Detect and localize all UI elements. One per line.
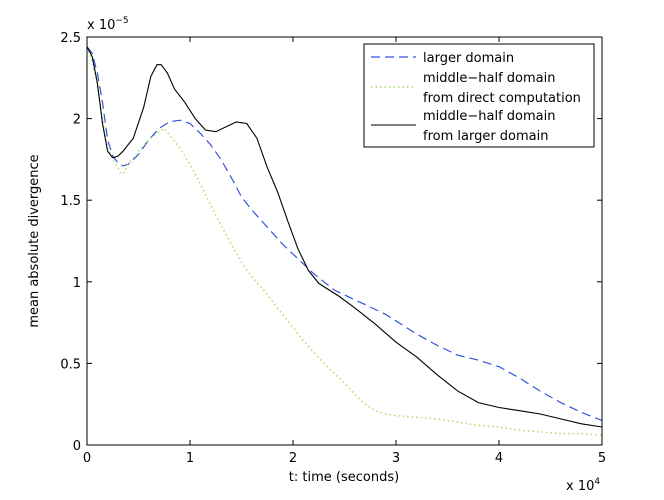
y-axis-label: mean absolute divergence: [27, 154, 42, 327]
y-tick-label-4: 2: [73, 113, 81, 128]
legend-label-direct-computation-line1: middle−half domain: [423, 71, 556, 86]
x-tick-label-0: 0: [83, 451, 91, 466]
axes-frame: [86, 36, 603, 446]
y-tick-label-3: 1.5: [60, 194, 81, 209]
legend-label-direct-computation-line2: from direct computation: [423, 91, 581, 106]
ticks-layer: 0 1 2 3 4 5 0 0.5 1 1.5 2 2.5: [60, 31, 606, 466]
y-tick-label-0: 0: [73, 439, 81, 454]
y-tick-label-5: 2.5: [60, 31, 81, 46]
x-tick-label-4: 4: [495, 451, 503, 466]
x-tick-label-1: 1: [186, 451, 194, 466]
x-axis-label: t: time (seconds): [289, 470, 399, 485]
legend-label-larger-domain: larger domain: [423, 51, 514, 66]
legend-box: [363, 43, 595, 148]
x-tick-label-2: 2: [289, 451, 297, 466]
y-exponent-label: x 10−5: [87, 16, 129, 33]
series-layer: [86, 46, 603, 436]
x-tick-label-5: 5: [598, 451, 606, 466]
x-tick-label-3: 3: [392, 451, 400, 466]
series-line-2: [86, 46, 603, 428]
legend-label-from-larger-domain-line1: middle−half domain: [423, 109, 556, 124]
series-line-0: [86, 46, 603, 422]
legend-label-from-larger-domain-line2: from larger domain: [423, 129, 549, 144]
series-line-1: [86, 46, 603, 436]
y-tick-label-2: 1: [73, 276, 81, 291]
legend: larger domain middle−half domain from di…: [363, 43, 595, 148]
x-exponent-label: x 104: [566, 477, 600, 494]
y-tick-label-1: 0.5: [60, 357, 81, 372]
